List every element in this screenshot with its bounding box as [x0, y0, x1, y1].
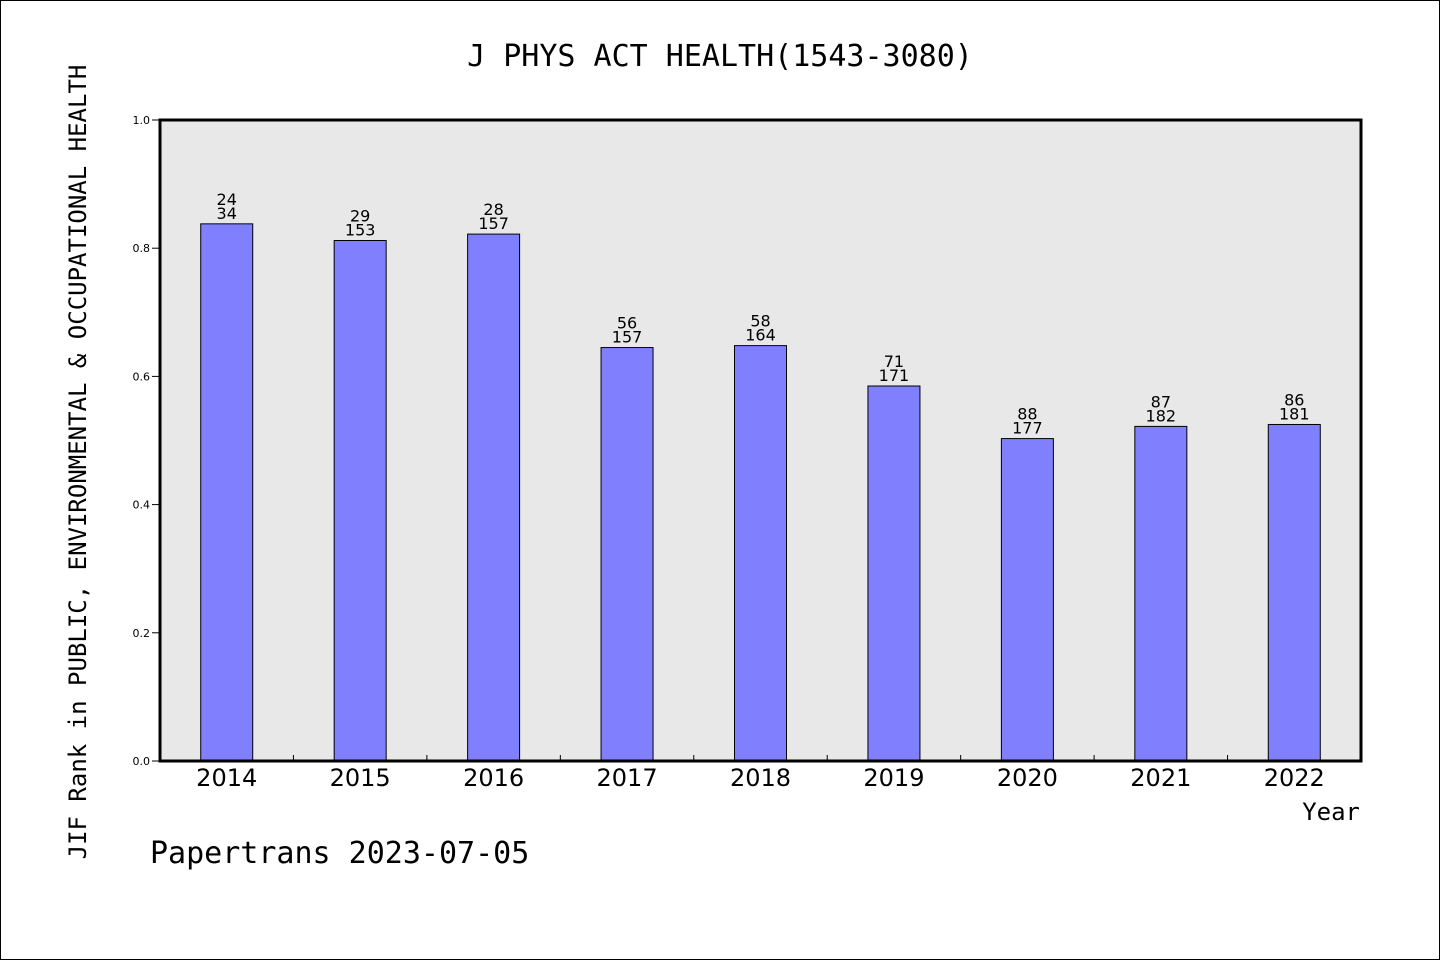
plot-border: [158, 118, 1363, 763]
y-tick-label: 0.8: [133, 242, 151, 255]
y-tick-label: 1.0: [133, 114, 151, 127]
x-tick-label: 2018: [730, 764, 791, 792]
x-axis-label: Year: [1302, 798, 1360, 826]
x-tick-label: 2020: [997, 764, 1058, 792]
bar-label-bottom: 182: [1146, 406, 1177, 425]
footer-credit: Papertrans 2023-07-05: [150, 836, 529, 871]
x-tick-label: 2016: [463, 764, 524, 792]
bar-label-top: 28: [483, 200, 503, 219]
x-tick-label: 2022: [1264, 764, 1325, 792]
x-tick-label: 2017: [597, 764, 658, 792]
bar-label-top: 88: [1017, 405, 1037, 424]
chart-title: J PHYS ACT HEALTH(1543-3080): [467, 39, 973, 74]
bar: [867, 385, 921, 762]
bar-label-bottom: 153: [345, 221, 376, 240]
x-tick-label: 2019: [863, 764, 924, 792]
bar: [600, 347, 654, 762]
bar-label-top: 87: [1151, 392, 1171, 411]
y-tick-label: 0.0: [133, 755, 151, 768]
bar-label-bottom: 157: [612, 328, 643, 347]
bar-label-top: 24: [217, 190, 237, 209]
y-tick-label: 0.2: [133, 627, 151, 640]
bar: [1267, 423, 1321, 762]
x-tick-label: 2015: [330, 764, 391, 792]
x-tick-label: 2014: [196, 764, 257, 792]
y-tick-label: 0.4: [133, 499, 151, 512]
bars-group: [200, 223, 1321, 762]
bar: [467, 233, 521, 762]
bar-label-top: 71: [884, 352, 904, 371]
bar: [333, 240, 387, 762]
bar-label-bottom: 177: [1012, 419, 1043, 438]
x-axis-ticks: 2014 2015 2016 2017 2018 2019 2020 2021 2022: [196, 755, 1325, 792]
bar-label-top: 86: [1284, 390, 1304, 409]
y-axis-ticks: 0.0 0.2 0.4 0.6 0.8 1.0: [133, 114, 160, 768]
x-tick-label: 2021: [1130, 764, 1191, 792]
bar-label-bottom: 164: [745, 326, 776, 345]
bar: [734, 345, 787, 762]
bar: [1134, 425, 1188, 762]
bar-label-top: 58: [750, 312, 770, 331]
bar: [200, 223, 254, 762]
bar-label-top: 29: [350, 207, 370, 226]
y-axis-label: JIF Rank in PUBLIC, ENVIRONMENTAL & OCCU…: [64, 65, 92, 860]
y-tick-label: 0.6: [133, 370, 151, 383]
bar-label-bottom: 181: [1279, 404, 1310, 423]
bar-label-top: 56: [617, 314, 637, 333]
bar-label-bottom: 157: [478, 214, 509, 233]
bar-label-bottom: 171: [879, 366, 910, 385]
bar-label-bottom: 34: [217, 204, 237, 223]
bar: [1000, 438, 1054, 762]
